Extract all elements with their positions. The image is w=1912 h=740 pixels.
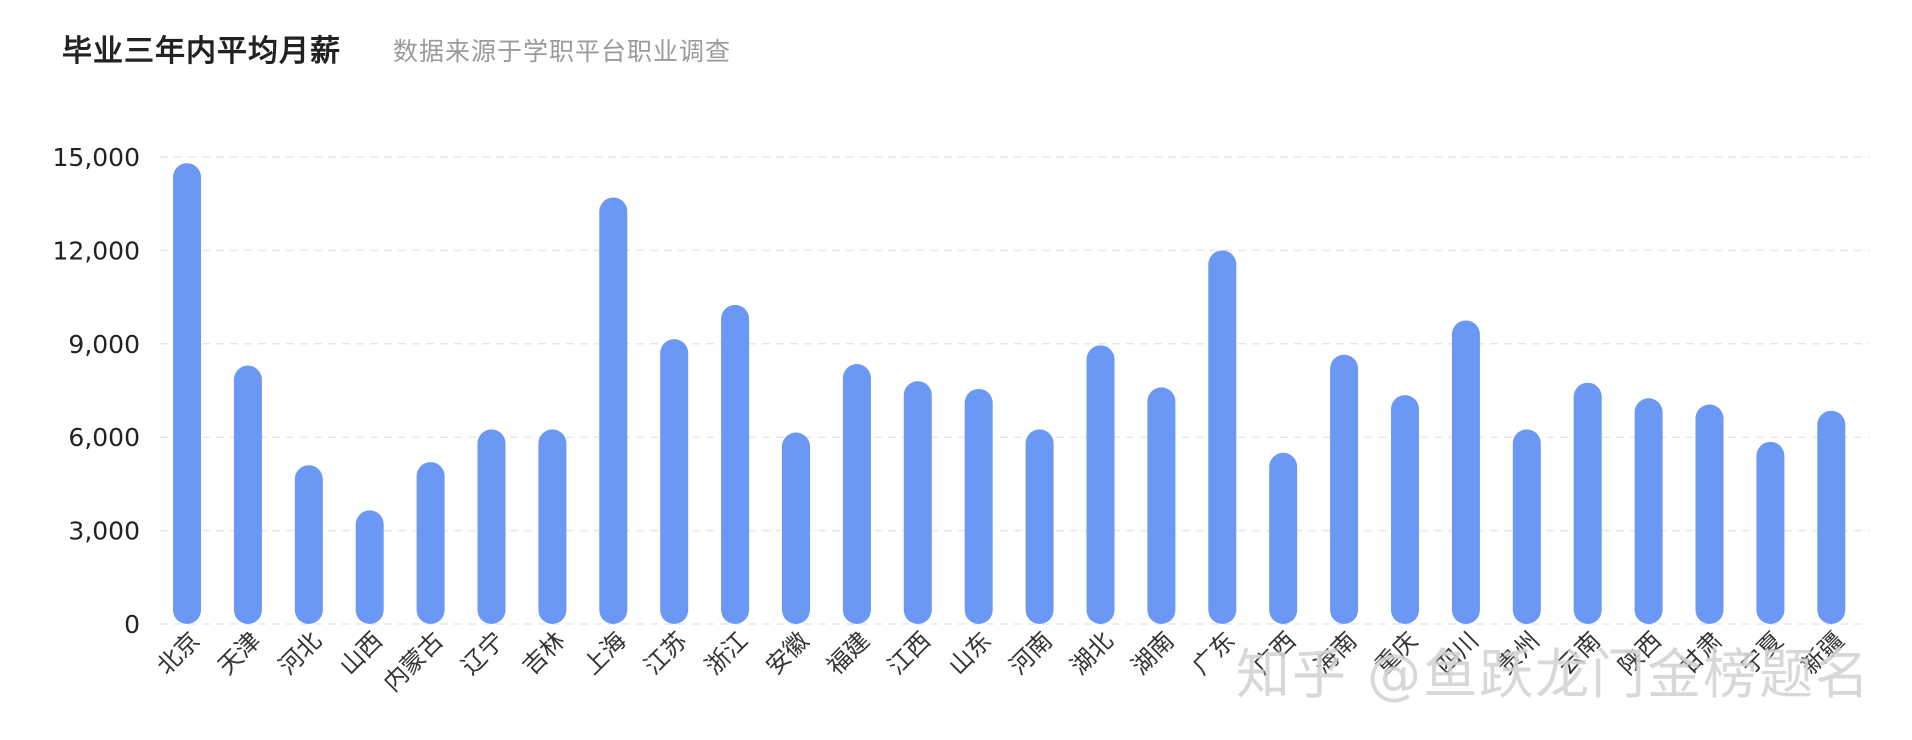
x-tick-label: 湖北 bbox=[1065, 626, 1119, 680]
x-tick-label: 河南 bbox=[1004, 626, 1058, 680]
bar bbox=[1086, 345, 1115, 624]
x-tick-label: 吉林 bbox=[517, 626, 571, 680]
y-tick-label: 9,000 bbox=[68, 330, 140, 359]
x-tick-label: 辽宁 bbox=[456, 626, 510, 680]
bar bbox=[964, 388, 993, 624]
y-tick-label: 3,000 bbox=[68, 517, 140, 546]
x-tick-label: 福建 bbox=[821, 626, 875, 680]
bar bbox=[1208, 250, 1237, 624]
x-tick-label: 浙江 bbox=[700, 626, 754, 680]
y-tick-label: 15,000 bbox=[53, 143, 140, 172]
bar bbox=[1147, 387, 1176, 624]
chart-title: 毕业三年内平均月薪 bbox=[62, 34, 341, 69]
bar bbox=[1817, 410, 1846, 624]
bar bbox=[416, 462, 445, 624]
bar bbox=[1573, 382, 1602, 624]
bar bbox=[1451, 320, 1480, 624]
bar bbox=[1512, 429, 1541, 624]
bar bbox=[903, 381, 932, 624]
x-tick-label: 湖南 bbox=[1126, 626, 1180, 680]
bar bbox=[294, 465, 323, 624]
x-tick-label: 江苏 bbox=[639, 626, 693, 680]
x-tick-label: 上海 bbox=[578, 626, 632, 680]
x-tick-label: 北京 bbox=[152, 626, 206, 680]
bar bbox=[538, 429, 567, 624]
bar bbox=[355, 510, 384, 624]
x-tick-label: 江西 bbox=[882, 626, 936, 680]
y-tick-label: 0 bbox=[124, 610, 140, 639]
bar bbox=[1391, 395, 1419, 624]
bar bbox=[660, 339, 689, 624]
x-tick-label: 山西 bbox=[334, 626, 388, 680]
chart-subtitle: 数据来源于学职平台职业调查 bbox=[393, 37, 732, 66]
x-tick-label: 安徽 bbox=[761, 626, 815, 680]
bar bbox=[1269, 452, 1298, 624]
bar bbox=[721, 304, 750, 624]
x-tick-label: 河北 bbox=[273, 626, 327, 680]
bar bbox=[173, 163, 201, 624]
bar bbox=[842, 364, 871, 624]
bar bbox=[599, 197, 628, 624]
bar bbox=[233, 365, 262, 624]
bar bbox=[1695, 404, 1724, 624]
bar bbox=[1025, 429, 1054, 624]
bar bbox=[1756, 441, 1785, 624]
bar bbox=[477, 429, 506, 624]
watermark: 知乎 @鱼跃龙门金榜题名 bbox=[1236, 643, 1872, 706]
x-tick-label: 内蒙古 bbox=[378, 626, 449, 697]
bar bbox=[1634, 398, 1663, 624]
y-tick-label: 6,000 bbox=[68, 423, 140, 452]
x-tick-label: 天津 bbox=[212, 626, 266, 680]
x-tick-label: 山东 bbox=[943, 626, 997, 680]
bar bbox=[782, 432, 810, 624]
bar bbox=[1330, 354, 1359, 624]
y-tick-label: 12,000 bbox=[53, 236, 140, 265]
x-tick-label: 广东 bbox=[1187, 626, 1241, 680]
